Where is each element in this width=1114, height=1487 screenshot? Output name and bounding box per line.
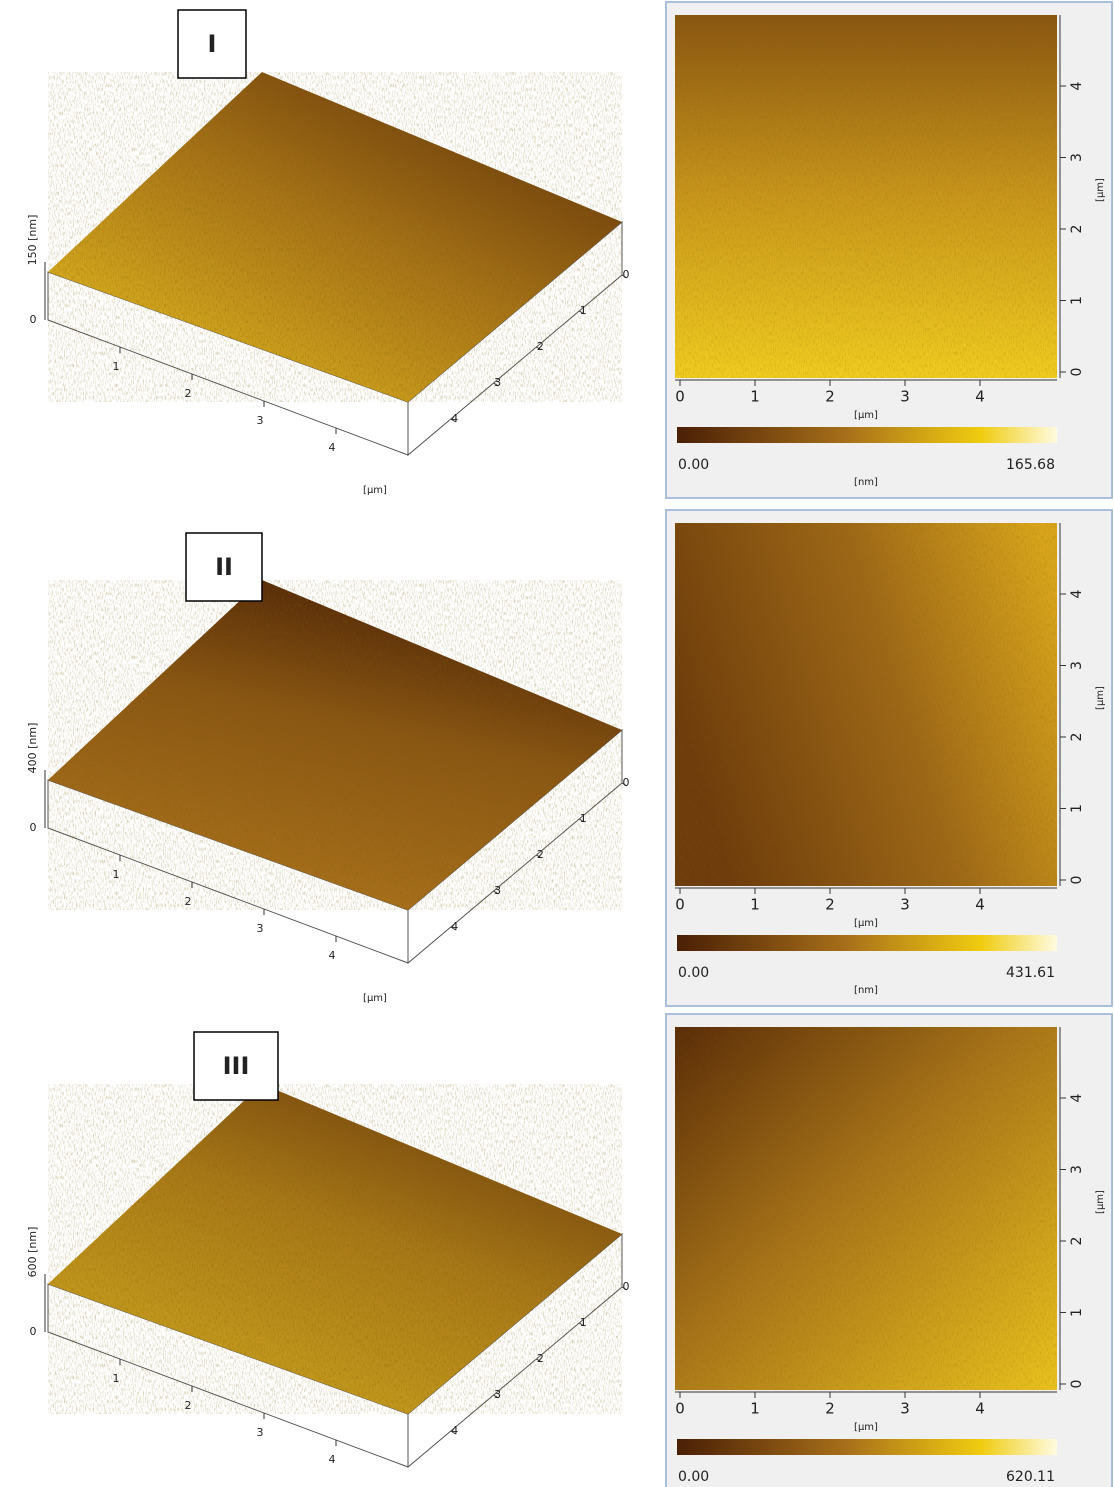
- y-tick-label: 3: [494, 1388, 501, 1401]
- map-y-tick-label: 0: [1069, 876, 1085, 885]
- map-y-tick-label: 2: [1069, 1237, 1085, 1246]
- y-tick-label: 1: [580, 1316, 587, 1329]
- y-tick-label: 4: [451, 412, 458, 425]
- map-y-tick-label: 3: [1069, 1165, 1085, 1174]
- x-tick-label: 1: [113, 1372, 120, 1385]
- z-tick-label: 0: [30, 1325, 37, 1338]
- x-tick-label: 3: [257, 922, 264, 935]
- colorbar-unit: [nm]: [854, 477, 878, 488]
- map-x-tick-label: 1: [750, 388, 760, 406]
- map-x-tick-label: 1: [750, 1400, 760, 1418]
- map-y-tick-label: 3: [1069, 661, 1085, 670]
- colorbar: [677, 1439, 1057, 1455]
- map-y-tick-label: 1: [1069, 804, 1085, 813]
- colorbar-min: 0.00: [678, 1469, 709, 1485]
- map-y-tick-label: 3: [1069, 153, 1085, 162]
- colorbar-max: 431.61: [1006, 965, 1055, 981]
- map-y-tick-label: 1: [1069, 296, 1085, 305]
- y-tick-label: 2: [537, 340, 544, 353]
- z-tick-label: 0: [30, 313, 37, 326]
- z-axis-label: 150 [nm]: [26, 215, 39, 266]
- height-map: 0 1 2 3 4 [µm] 0 1 2 3 4 [µm] 0.00 165.68 [nm]: [666, 2, 1112, 498]
- map-x-tick-label: 0: [675, 1400, 685, 1418]
- unit-label: [µm]: [363, 485, 387, 496]
- y-tick-label: 1: [580, 812, 587, 825]
- map-x-tick-label: 3: [900, 388, 910, 406]
- map-x-tick-label: 0: [675, 388, 685, 406]
- map-y-label: [µm]: [1095, 178, 1106, 202]
- map-x-tick-label: 4: [975, 1400, 985, 1418]
- panel-label: II: [215, 553, 233, 581]
- colorbar: [677, 427, 1057, 443]
- map-x-tick-label: 3: [900, 896, 910, 914]
- x-tick-label: 1: [113, 360, 120, 373]
- x-tick-label: 1: [113, 868, 120, 881]
- map-y-tick-label: 4: [1069, 1093, 1085, 1102]
- y-tick-label: 2: [537, 1352, 544, 1365]
- panel: 400 [nm] 0 1 2 3 4 0 1 2 3 4 [µm] II 0 1 2 3 4 [µm] 0 1 2 3 4 [µ…: [26, 510, 1112, 1006]
- y-tick-label: 0: [623, 268, 630, 281]
- map-texture: [675, 523, 1057, 886]
- map-x-tick-label: 4: [975, 388, 985, 406]
- map-x-label: [µm]: [854, 410, 878, 421]
- panel-label: III: [223, 1052, 250, 1080]
- map-y-label: [µm]: [1095, 686, 1106, 710]
- colorbar-min: 0.00: [678, 965, 709, 981]
- y-tick-label: 1: [580, 304, 587, 317]
- panel: 600 [nm]0123401234[µm]III01234[µm]01234[…: [26, 1014, 1112, 1487]
- map-y-tick-label: 1: [1069, 1308, 1085, 1317]
- map-x-tick-label: 3: [900, 1400, 910, 1418]
- map-x-tick-label: 1: [750, 896, 760, 914]
- unit-label: [µm]: [363, 993, 387, 1004]
- colorbar: [677, 935, 1057, 951]
- map-y-tick-label: 0: [1069, 368, 1085, 377]
- colorbar-max: 165.68: [1006, 457, 1055, 473]
- x-tick-label: 4: [329, 1453, 336, 1466]
- map-x-tick-label: 2: [825, 896, 835, 914]
- x-tick-label: 2: [185, 387, 192, 400]
- map-x-label: [µm]: [854, 1422, 878, 1433]
- map-x-label: [µm]: [854, 918, 878, 929]
- x-tick-label: 3: [257, 414, 264, 427]
- y-tick-label: 3: [494, 376, 501, 389]
- y-tick-label: 0: [623, 776, 630, 789]
- map-texture: [675, 1027, 1057, 1390]
- y-tick-label: 3: [494, 884, 501, 897]
- panel: 150 [nm] 0 1 2 3 4 0 1 2 3 4 [µm] I 0 1 2 3 4 [µm] 0 1 2 3 4 [µm…: [26, 2, 1112, 498]
- y-tick-label: 2: [537, 848, 544, 861]
- x-tick-label: 4: [329, 441, 336, 454]
- colorbar-unit: [nm]: [854, 985, 878, 996]
- colorbar-max: 620.11: [1006, 1469, 1055, 1485]
- map-y-tick-label: 2: [1069, 225, 1085, 234]
- figure: 150 [nm] 0 1 2 3 4 0 1 2 3 4 [µm] I 0 1 2 3 4 [µm] 0 1 2 3 4 [µm…: [0, 0, 1114, 1487]
- map-y-label: [µm]: [1095, 1190, 1106, 1214]
- x-tick-label: 4: [329, 949, 336, 962]
- z-tick-label: 0: [30, 821, 37, 834]
- surface-3d: 150 [nm] 0 1 2 3 4 0 1 2 3 4 [µm]: [26, 72, 630, 496]
- map-texture: [675, 15, 1057, 378]
- y-tick-label: 0: [623, 1280, 630, 1293]
- panel-label: I: [208, 30, 217, 58]
- z-axis-label: 400 [nm]: [26, 723, 39, 774]
- map-x-tick-label: 2: [825, 388, 835, 406]
- map-y-tick-label: 4: [1069, 81, 1085, 90]
- y-tick-label: 4: [451, 920, 458, 933]
- x-tick-label: 2: [185, 1399, 192, 1412]
- map-y-tick-label: 4: [1069, 589, 1085, 598]
- z-axis-label: 600 [nm]: [26, 1227, 39, 1278]
- x-tick-label: 3: [257, 1426, 264, 1439]
- map-y-tick-label: 0: [1069, 1380, 1085, 1389]
- map-x-tick-label: 2: [825, 1400, 835, 1418]
- height-map: 0 1 2 3 4 [µm] 0 1 2 3 4 [µm] 0.00 431.61 [nm]: [666, 510, 1112, 1006]
- map-y-tick-label: 2: [1069, 733, 1085, 742]
- surface-3d: 400 [nm] 0 1 2 3 4 0 1 2 3 4 [µm]: [26, 580, 630, 1004]
- map-x-tick-label: 4: [975, 896, 985, 914]
- y-tick-label: 4: [451, 1424, 458, 1437]
- x-tick-label: 2: [185, 895, 192, 908]
- colorbar-min: 0.00: [678, 457, 709, 473]
- map-x-tick-label: 0: [675, 896, 685, 914]
